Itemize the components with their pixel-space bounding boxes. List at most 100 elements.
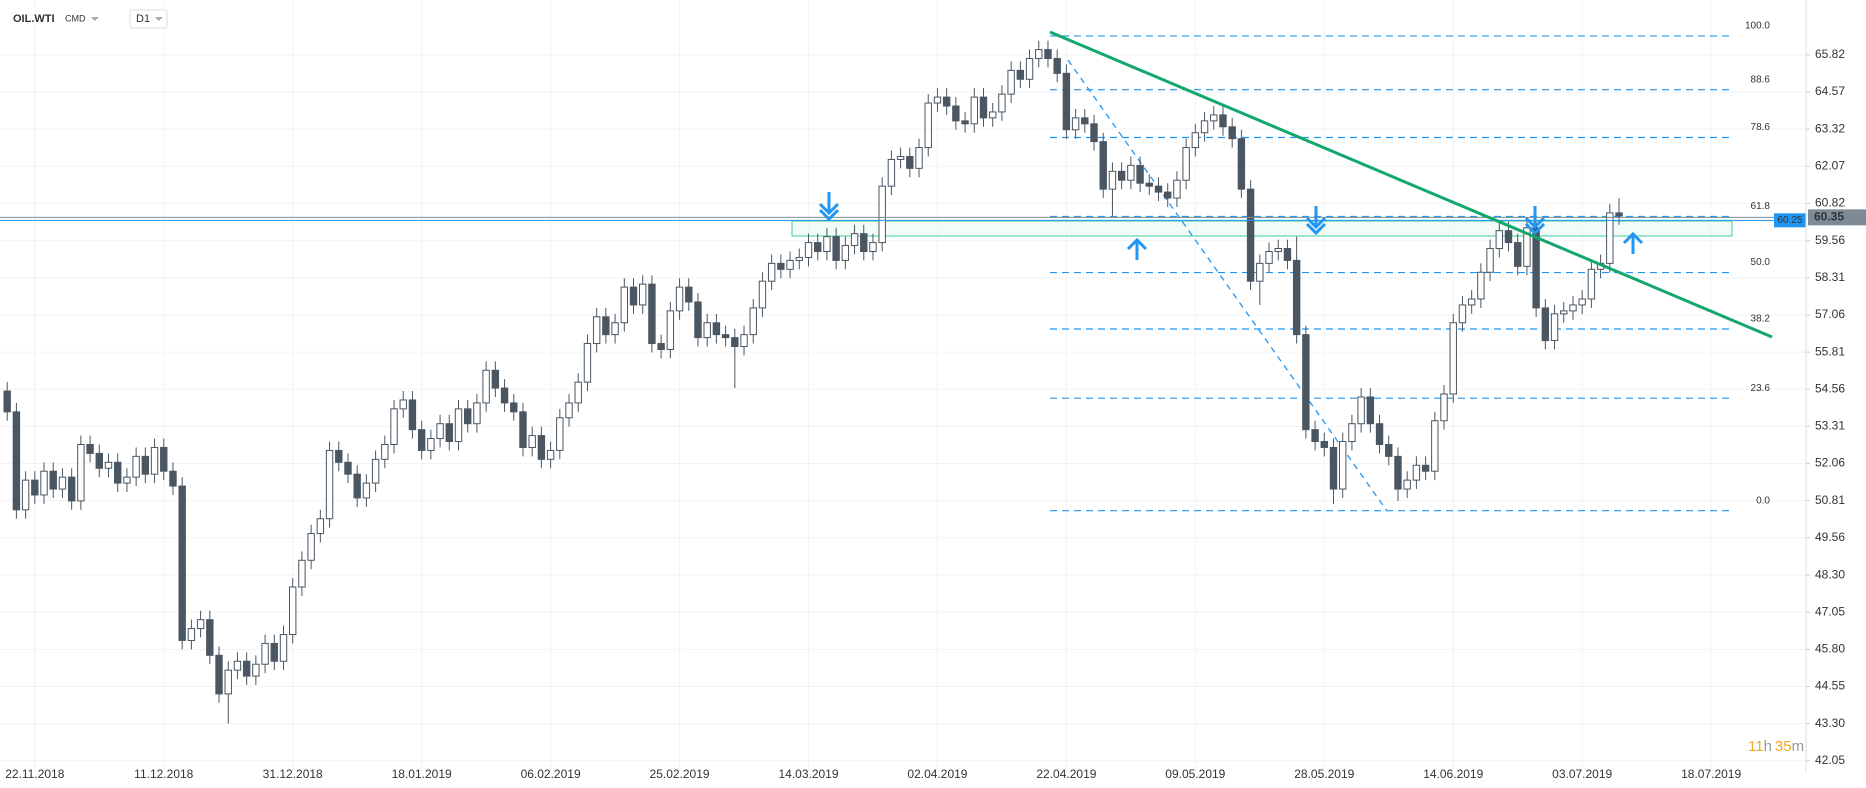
candle-body [1385, 443, 1393, 457]
price-tag-box [1774, 213, 1806, 228]
timer-unit: h [1764, 738, 1772, 755]
candle-body [592, 316, 601, 345]
fib-label: 23.6 [1751, 383, 1771, 394]
y-tick-label: 53.31 [1815, 419, 1845, 433]
y-tick-label: 44.55 [1815, 679, 1845, 693]
x-tick-label: 14.06.2019 [1423, 767, 1483, 781]
candle-body [224, 669, 232, 695]
timer-hours: 11 [1748, 738, 1764, 755]
candle-body [1099, 141, 1107, 190]
candle-body [1560, 310, 1568, 315]
candle-body [832, 236, 840, 261]
x-tick-label: 31.12.2018 [263, 767, 323, 781]
candle-body [196, 619, 205, 630]
candle-body [381, 443, 389, 460]
x-tick-label: 22.11.2018 [5, 767, 64, 781]
candle-body [804, 242, 813, 258]
candle-body [629, 286, 638, 306]
candle-body [1569, 304, 1577, 312]
candle-body [40, 470, 48, 496]
candle-body [1210, 114, 1218, 122]
y-tick-label: 43.30 [1815, 716, 1845, 730]
candle-body [1449, 322, 1457, 395]
candle-body [279, 634, 288, 662]
candle-body [1219, 114, 1227, 128]
candle-body [114, 461, 122, 484]
market-dropdown[interactable]: CMD [65, 13, 99, 23]
candle-body [998, 93, 1006, 113]
candle-body [1412, 464, 1421, 481]
candle-body [933, 96, 942, 104]
caret [91, 17, 99, 21]
candle-body [528, 435, 536, 448]
candle-body [924, 102, 932, 149]
x-tick-label: 14.03.2019 [778, 767, 838, 781]
candle-body [289, 586, 297, 636]
candle-body [556, 417, 564, 451]
candle-body [1357, 396, 1365, 425]
candle-body [1431, 420, 1439, 472]
candle-body [1587, 268, 1596, 300]
candle-body [233, 660, 242, 671]
candle-body [104, 461, 113, 469]
candle-body [3, 390, 11, 413]
candle-body [740, 334, 748, 348]
x-tick-label: 22.04.2019 [1036, 767, 1096, 781]
candle-body [86, 443, 94, 454]
candle-body [1329, 446, 1338, 490]
candle-body [1145, 182, 1153, 187]
candle-body [500, 387, 509, 404]
candle-body [1044, 49, 1052, 59]
symbol: OIL.WTI [13, 13, 55, 25]
fib-label: 38.2 [1751, 314, 1771, 325]
candle-body [887, 158, 896, 187]
candle-body [1467, 298, 1476, 306]
candle-body [1477, 271, 1485, 300]
interval-dropdown[interactable]: D1 [129, 9, 168, 29]
candle-body [758, 280, 767, 309]
candle-body [721, 334, 730, 339]
trend-line [1049, 30, 1773, 339]
arrows [818, 192, 1644, 260]
candle-body [206, 619, 214, 656]
candle-body [565, 402, 573, 419]
candle-body [1486, 248, 1494, 273]
candle-body [648, 283, 656, 345]
x-tick-label: 28.05.2019 [1294, 767, 1354, 781]
candle-body [639, 283, 647, 306]
candle-body [1283, 248, 1292, 261]
candle-body [1421, 464, 1430, 472]
y-tick-label: 54.56 [1815, 381, 1845, 395]
candle-body [242, 660, 251, 677]
candle-body [602, 316, 610, 336]
candle-body [1007, 69, 1015, 95]
arrow-down [1524, 206, 1546, 236]
candle-body [482, 369, 490, 404]
candle-body [942, 96, 951, 107]
candle-body [510, 402, 518, 413]
candle-body [675, 286, 684, 312]
candle-body [325, 449, 334, 520]
candle-body [666, 310, 675, 350]
candle-body [685, 286, 693, 303]
interval: D1 [136, 13, 150, 25]
candle-body [316, 518, 325, 535]
y-tick-label: 58.31 [1815, 270, 1845, 284]
y-tick-label: 49.56 [1815, 530, 1845, 544]
candle-body [252, 663, 260, 677]
candle-body [777, 262, 785, 270]
price-tag-box [1808, 209, 1866, 226]
candle-body [1375, 423, 1384, 445]
candle-body [795, 256, 803, 261]
candle-body [1348, 423, 1356, 443]
candle-body [399, 399, 407, 410]
candle-body [150, 446, 159, 475]
candle-body [1016, 69, 1025, 80]
candle-body [49, 470, 57, 490]
interval-box [129, 9, 168, 29]
x-tick-label: 25.02.2019 [650, 767, 710, 781]
candle-body [1458, 304, 1467, 324]
arrow-up [1126, 237, 1148, 260]
candle-body [611, 322, 619, 336]
candle-body [1578, 298, 1586, 306]
